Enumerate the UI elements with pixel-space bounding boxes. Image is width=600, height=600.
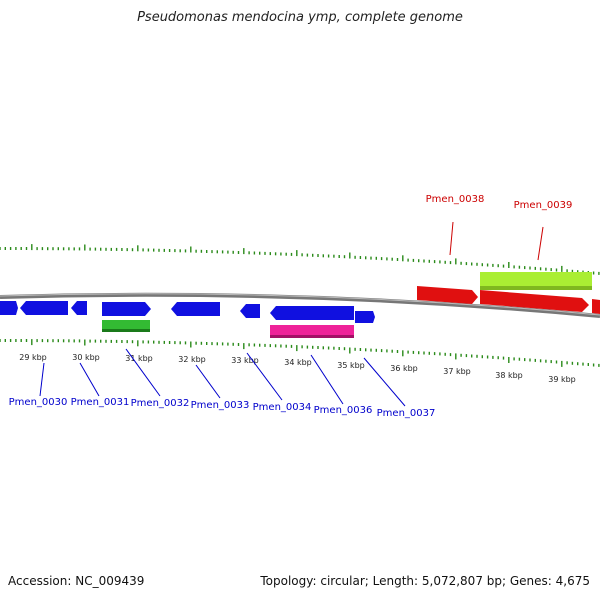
- reverse-genes: [417, 286, 600, 314]
- gene-label-pmen-0033[interactable]: Pmen_0033: [191, 400, 250, 411]
- kbp-label: 31 kbp: [125, 354, 153, 363]
- gene-label-leaders: [39, 221, 544, 407]
- tick-row-lower: [0, 339, 600, 367]
- leader-line: [363, 357, 406, 407]
- kbp-label: 29 kbp: [19, 353, 47, 362]
- gene-arrow-forward[interactable]: [240, 304, 260, 318]
- pink-feature-shade: [270, 335, 354, 338]
- genome-summary: Topology: circular; Length: 5,072,807 bp…: [260, 574, 590, 588]
- gene-label-pmen-0037[interactable]: Pmen_0037: [377, 408, 436, 419]
- gene-label-pmen-0036[interactable]: Pmen_0036: [314, 405, 373, 416]
- kbp-label-row: 29 kbp 30 kbp 31 kbp 32 kbp 33 kbp 34 kb…: [19, 353, 576, 384]
- kbp-label: 36 kbp: [390, 364, 418, 373]
- gene-arrow-forward[interactable]: [355, 311, 375, 323]
- gene-arrow-forward[interactable]: [270, 306, 354, 320]
- leader-line: [310, 354, 344, 405]
- gene-label-pmen-0031[interactable]: Pmen_0031: [71, 397, 130, 408]
- kbp-label: 33 kbp: [231, 356, 259, 365]
- kbp-label: 35 kbp: [337, 361, 365, 370]
- leader-line: [125, 348, 161, 397]
- accession-label: Accession: NC_009439: [8, 574, 145, 588]
- gene-arrow-forward[interactable]: [20, 301, 68, 315]
- leader-line: [195, 364, 221, 399]
- gene-label-pmen-0032[interactable]: Pmen_0032: [131, 398, 190, 409]
- gene-labels: Pmen_0030 Pmen_0031 Pmen_0032 Pmen_0033 …: [9, 194, 573, 419]
- kbp-label: 30 kbp: [72, 353, 100, 362]
- kbp-label: 32 kbp: [178, 355, 206, 364]
- gene-arrow-reverse[interactable]: [480, 290, 589, 312]
- kbp-label: 34 kbp: [284, 358, 312, 367]
- genome-backbone-highlight: [0, 293, 600, 316]
- gene-arrow-forward[interactable]: [102, 302, 151, 316]
- gene-label-pmen-0038[interactable]: Pmen_0038: [426, 194, 485, 205]
- gene-label-pmen-0030[interactable]: Pmen_0030: [9, 397, 68, 408]
- gene-arrow-forward[interactable]: [171, 302, 220, 316]
- tick-row-upper: [0, 244, 600, 275]
- gene-arrow-forward[interactable]: [71, 301, 87, 315]
- gene-arrow-reverse[interactable]: [592, 299, 600, 314]
- leader-line: [449, 221, 454, 256]
- rna-feature-lime[interactable]: [480, 272, 592, 290]
- forward-genes: [0, 301, 375, 323]
- kbp-label: 39 kbp: [548, 375, 576, 384]
- leader-line: [79, 362, 100, 397]
- gene-arrow-forward[interactable]: [0, 301, 18, 315]
- gene-label-pmen-0034[interactable]: Pmen_0034: [253, 402, 312, 413]
- genome-title: Pseudomonas mendocina ymp, complete geno…: [137, 10, 463, 25]
- leader-line: [246, 352, 283, 401]
- leader-line: [39, 362, 45, 397]
- gene-label-pmen-0039[interactable]: Pmen_0039: [514, 200, 573, 211]
- kbp-label: 37 kbp: [443, 367, 471, 376]
- pink-feature[interactable]: [270, 325, 354, 338]
- gene-arrow-reverse[interactable]: [417, 286, 478, 304]
- kbp-label: 38 kbp: [495, 371, 523, 380]
- rna-feature-green-shade: [102, 329, 150, 332]
- rna-feature-lime-shade: [480, 286, 592, 290]
- leader-line: [537, 226, 544, 261]
- genome-backbone: [0, 292, 600, 318]
